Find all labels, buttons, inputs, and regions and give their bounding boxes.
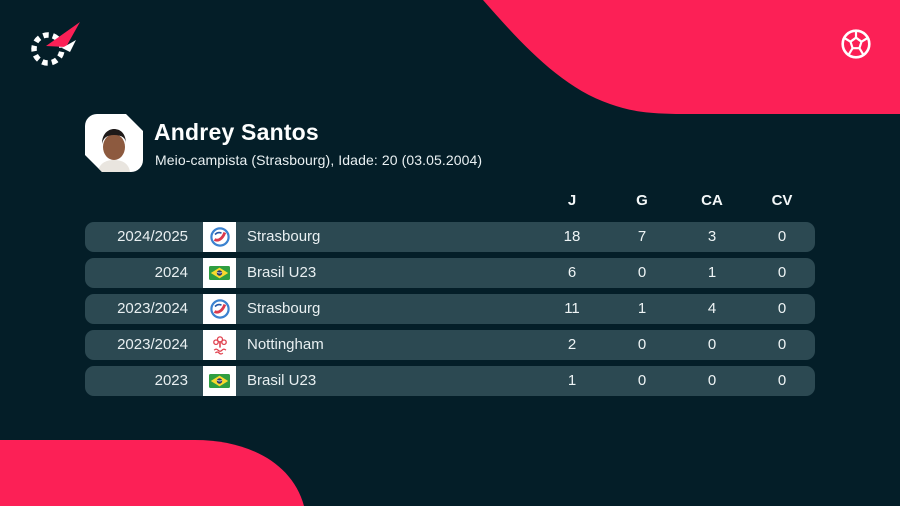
stat-games: 6 — [567, 264, 577, 281]
season-label: 2023/2024 — [117, 336, 188, 353]
player-details: Meio-campista (Strasbourg), Idade: 20 (0… — [155, 152, 483, 168]
stat-red-cards: 0 — [777, 372, 787, 389]
stat-yellow-cards: 3 — [707, 228, 717, 245]
stat-games: 18 — [563, 228, 581, 245]
stat-games: 1 — [567, 372, 577, 389]
stat-goals: 7 — [637, 228, 647, 245]
table-row[interactable]: 2023/2024 Strasbourg 11 1 4 0 — [85, 294, 815, 324]
player-name: Andrey Santos — [154, 119, 319, 145]
column-header-g: G — [636, 192, 648, 209]
stat-goals: 0 — [637, 336, 647, 353]
team-badge-box — [203, 366, 236, 396]
stat-yellow-cards: 0 — [707, 372, 717, 389]
stat-red-cards: 0 — [777, 300, 787, 317]
player-portrait-image — [85, 120, 143, 172]
stat-red-cards: 0 — [777, 264, 787, 281]
stat-yellow-cards: 0 — [707, 336, 717, 353]
column-header-ca: CA — [701, 192, 723, 209]
player-photo — [85, 114, 143, 172]
team-badge-box — [203, 222, 236, 252]
table-row[interactable]: 2023/2024 Nottingham 2 0 0 0 — [85, 330, 815, 360]
nottingham-forest-badge-icon — [212, 336, 227, 355]
season-label: 2024/2025 — [117, 228, 188, 245]
stat-goals: 0 — [637, 372, 647, 389]
team-name: Strasbourg — [247, 300, 321, 317]
team-name: Brasil U23 — [247, 264, 317, 281]
team-badge-box — [203, 294, 236, 324]
table-row[interactable]: 2024 Brasil U23 6 0 1 0 — [85, 258, 815, 288]
season-label: 2023 — [154, 372, 188, 389]
stat-yellow-cards: 4 — [707, 300, 717, 317]
team-badge-box — [203, 258, 236, 288]
column-header-j: J — [567, 192, 577, 209]
stat-red-cards: 0 — [777, 228, 787, 245]
brazil-flag-icon — [209, 374, 230, 388]
stat-games: 11 — [564, 300, 580, 317]
football-icon — [841, 29, 871, 59]
season-label: 2024 — [154, 264, 188, 281]
season-label: 2023/2024 — [117, 300, 188, 317]
stat-yellow-cards: 1 — [707, 264, 717, 281]
table-row[interactable]: 2023 Brasil U23 1 0 0 0 — [85, 366, 815, 396]
brazil-flag-icon — [209, 266, 230, 280]
team-name: Nottingham — [247, 336, 324, 353]
team-name: Strasbourg — [247, 228, 321, 245]
column-header-cv: CV — [771, 192, 793, 209]
stat-goals: 1 — [637, 300, 647, 317]
team-badge-box — [203, 330, 236, 360]
strasbourg-badge-icon — [209, 227, 230, 247]
strasbourg-badge-icon — [209, 299, 230, 319]
table-row[interactable]: 2024/2025 Strasbourg 18 7 3 0 — [85, 222, 815, 252]
stat-games: 2 — [567, 336, 577, 353]
team-name: Brasil U23 — [247, 372, 317, 389]
stat-goals: 0 — [637, 264, 647, 281]
stat-red-cards: 0 — [777, 336, 787, 353]
flashscore-logo-icon — [31, 22, 80, 66]
